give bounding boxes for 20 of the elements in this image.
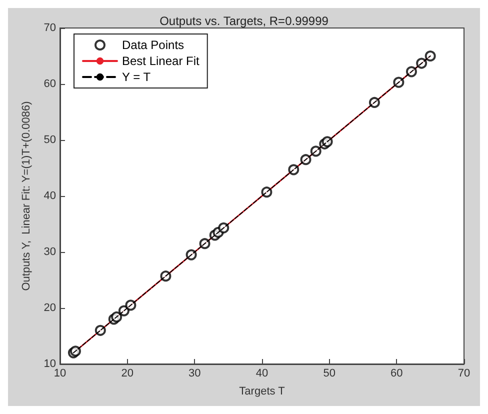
y-tick-label: 50: [44, 134, 56, 146]
x-tick-label: 60: [390, 368, 403, 380]
chart-title: Outputs vs. Targets, R=0.99999: [160, 14, 329, 28]
legend-label: Data Points: [122, 38, 184, 52]
y-tick-label: 20: [44, 302, 56, 314]
x-tick-label: 50: [323, 368, 336, 380]
x-tick-label: 20: [121, 368, 134, 380]
x-tick-label: 40: [256, 368, 268, 380]
legend-label: Best Linear Fit: [122, 54, 200, 68]
x-axis-title: Targets T: [239, 386, 286, 398]
y-tick-label: 10: [44, 358, 56, 370]
x-tick-label: 30: [188, 368, 201, 380]
y-axis-title: Outputs Y, Linear Fit: Y=(1)T+(0.0086): [20, 101, 32, 291]
x-tick-label: 70: [458, 368, 470, 380]
x-tick-label: 10: [54, 368, 66, 380]
legend-label: Y = T: [122, 70, 152, 84]
y-tick-label: 70: [44, 22, 56, 34]
y-tick-label: 60: [44, 78, 56, 90]
y-tick-label: 30: [44, 246, 56, 258]
y-tick-label: 40: [44, 190, 56, 202]
